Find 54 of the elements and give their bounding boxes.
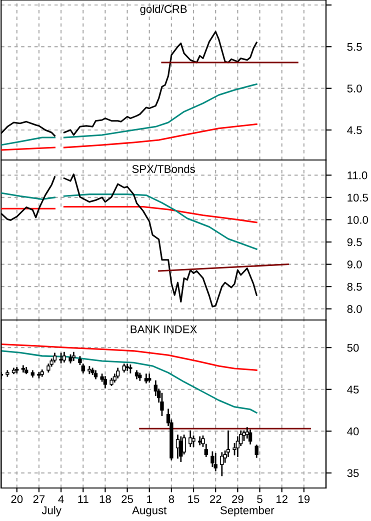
x-tick-label: 11 (78, 495, 88, 503)
y-tick-label: 8.5 (347, 282, 362, 291)
x-tick-label: 12 (276, 495, 288, 503)
x-tick-label: 8 (168, 495, 174, 504)
chart-title: SPX/TBonds (132, 164, 195, 173)
candlestick (72, 352, 76, 361)
y-tick-label: 10.5 (348, 194, 368, 202)
y-tick-label: 50 (347, 344, 359, 352)
y-tick-label: 8.0 (347, 305, 362, 313)
candlestick (15, 366, 19, 374)
candlestick (160, 392, 164, 416)
candlestick (192, 435, 196, 447)
candlestick (201, 435, 205, 447)
candlestick (220, 452, 224, 476)
chart-title: BANK INDEX (130, 325, 197, 334)
y-tick-label: 5.0 (347, 84, 362, 92)
candlestick (204, 444, 208, 457)
x-tick-label: 15 (188, 495, 200, 504)
candlestick (210, 451, 214, 467)
candlestick (59, 352, 63, 364)
candlestick (254, 444, 258, 458)
x-tick-label: 19 (298, 495, 310, 504)
x-tick-label: 18 (100, 495, 111, 504)
candlestick (103, 376, 108, 388)
x-tick-label: 20 (11, 495, 23, 504)
x-tick-label: 29 (232, 495, 244, 504)
candlestick (62, 352, 66, 362)
y-tick-label: 45 (347, 386, 359, 394)
x2-tick-label: July (42, 506, 62, 516)
x2-tick-label: September (220, 506, 274, 516)
y-tick-label: 9.5 (347, 238, 362, 246)
y-tick-label: 4.5 (347, 126, 362, 134)
x-tick-label: 27 (33, 495, 45, 503)
candlestick (116, 368, 120, 378)
y-tick-label: 5.5 (347, 43, 362, 51)
y-tick-label: 35 (347, 469, 359, 478)
y-tick-label: 40 (347, 427, 359, 436)
x2-tick-label: August (132, 506, 167, 516)
candlestick (248, 430, 252, 444)
y-tick-label: 9.0 (347, 260, 362, 268)
x-tick-label: 1 (147, 495, 152, 503)
y-tick-label: 11.0 (348, 171, 368, 180)
chart-title: gold/CRB (140, 4, 187, 16)
line-series (1, 343, 258, 371)
x-tick-label: 5 (257, 495, 262, 504)
candlestick (148, 374, 152, 383)
candlestick (214, 453, 218, 472)
x-tick-label: 4 (58, 495, 64, 503)
x-tick-label: 25 (122, 495, 133, 504)
line-series (1, 350, 258, 414)
y-tick-label: 10.0 (348, 216, 368, 224)
candlestick (21, 365, 26, 373)
x-tick-label: 22 (210, 495, 222, 503)
candlestick (128, 364, 132, 374)
